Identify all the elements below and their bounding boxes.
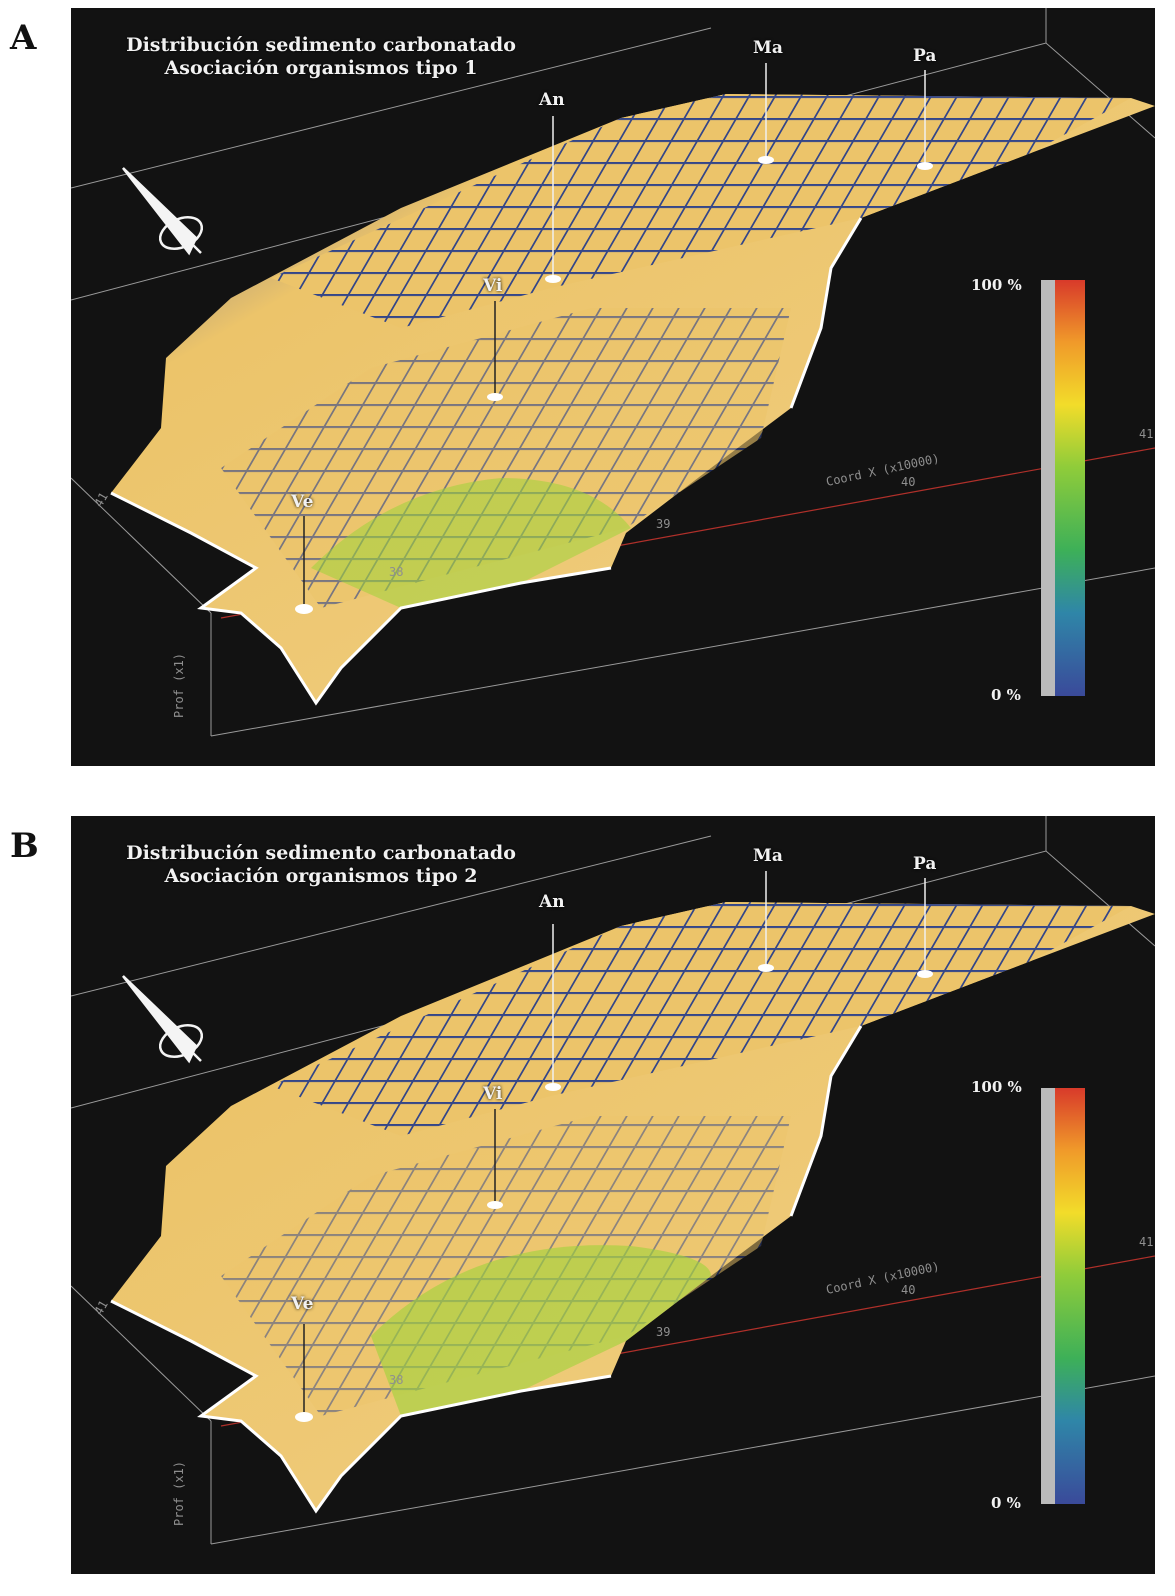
side-tick-label: 41 <box>91 490 110 510</box>
panel-letter: B <box>10 826 39 866</box>
site-label-an: An <box>539 90 565 110</box>
x-tick-label: 41 <box>1139 1235 1153 1249</box>
x-axis-label: Coord X (x10000) <box>825 451 941 489</box>
colorbar-min-label: 0 % <box>991 686 1021 704</box>
title-line-1: Distribución sedimento carbonatado <box>126 842 516 864</box>
x-tick-label: 40 <box>901 475 915 489</box>
title-line-2: Asociación organismos tipo 1 <box>164 57 478 79</box>
site-label-vi: Vi <box>483 1084 503 1104</box>
title-line-1: Distribución sedimento carbonatado <box>126 34 516 56</box>
x-tick-label: 38 <box>389 565 403 579</box>
surface-plot: Coord X (x10000) 38 39 40 41 41 Prof (x1… <box>71 816 1155 1545</box>
sediment-surface <box>110 94 1155 706</box>
x-tick-label: 39 <box>656 1325 670 1339</box>
surface-plot: Coord X (x10000) 38 39 40 41 41 Prof (x1… <box>71 8 1155 737</box>
plot-title: Distribución sedimento carbonatado Asoci… <box>101 34 541 80</box>
x-axis-label: Coord X (x10000) <box>825 1259 941 1297</box>
site-label-an: An <box>539 892 565 912</box>
side-tick-label: 41 <box>91 1298 110 1318</box>
x-tick-label: 38 <box>389 1373 403 1387</box>
site-label-pa: Pa <box>913 46 937 66</box>
site-label-pa: Pa <box>913 854 937 874</box>
x-tick-label: 41 <box>1139 427 1153 441</box>
site-pins <box>303 871 926 1416</box>
y-axis-label: Prof (x1) <box>172 653 186 718</box>
site-label-vi: Vi <box>483 276 503 296</box>
colorbar <box>1041 280 1085 696</box>
site-label-ve: Ve <box>291 1294 314 1314</box>
panel-letter: A <box>10 18 37 58</box>
north-arrow-icon <box>122 975 204 1064</box>
site-pins <box>303 63 926 608</box>
x-tick-label: 40 <box>901 1283 915 1297</box>
x-tick-labels: 38 39 40 41 <box>389 1235 1153 1387</box>
colorbar <box>1041 1088 1085 1504</box>
site-label-ma: Ma <box>753 38 783 58</box>
x-tick-label: 39 <box>656 517 670 531</box>
x-tick-labels: 38 39 40 41 <box>389 427 1153 579</box>
panel-b: Coord X (x10000) 38 39 40 41 41 Prof (x1… <box>71 816 1155 1574</box>
colorbar-min-label: 0 % <box>991 1494 1021 1512</box>
site-label-ma: Ma <box>753 846 783 866</box>
plot-title: Distribución sedimento carbonatado Asoci… <box>101 842 541 888</box>
panel-a: Coord X (x10000) 38 39 40 41 41 Prof (x1… <box>71 8 1155 766</box>
site-markers <box>295 156 933 614</box>
site-label-ve: Ve <box>291 492 314 512</box>
y-axis-label: Prof (x1) <box>172 1461 186 1526</box>
north-arrow-icon <box>122 167 204 256</box>
site-markers <box>295 964 933 1422</box>
title-line-2: Asociación organismos tipo 2 <box>164 865 478 887</box>
colorbar-max-label: 100 % <box>971 1078 1022 1096</box>
colorbar-max-label: 100 % <box>971 276 1022 294</box>
sediment-surface <box>110 902 1155 1514</box>
